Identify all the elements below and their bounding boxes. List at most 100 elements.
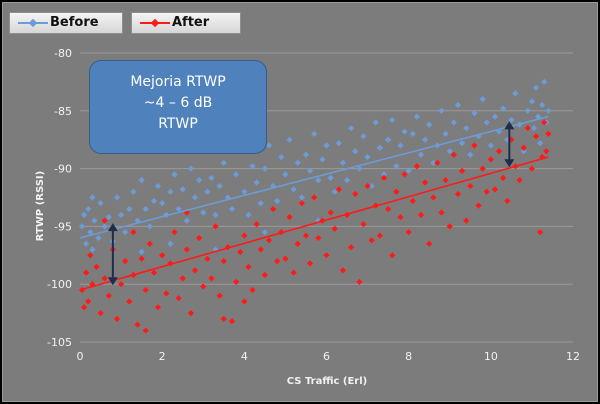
before-point — [245, 211, 252, 218]
after-point — [454, 190, 462, 198]
before-point — [253, 179, 260, 186]
before-point — [159, 200, 166, 207]
after-point — [405, 229, 412, 236]
before-point — [450, 119, 457, 126]
y-tick-labels: -80 -85 -90 -95 -100 -105 — [47, 47, 72, 349]
before-point — [91, 217, 98, 224]
before-point — [204, 188, 211, 195]
before-point — [95, 234, 102, 242]
after-point — [154, 304, 162, 311]
before-point — [117, 211, 125, 218]
after-point — [150, 269, 158, 276]
before-point — [274, 197, 281, 205]
before-point — [537, 140, 544, 147]
y-tick-label: -100 — [47, 278, 72, 291]
after-point — [274, 257, 281, 265]
after-point — [282, 255, 289, 262]
after-point — [290, 269, 297, 276]
after-point — [376, 232, 384, 239]
before-point — [539, 101, 546, 109]
after-point — [163, 290, 170, 297]
after-point — [516, 177, 523, 184]
before-point — [290, 186, 297, 193]
before-point — [323, 142, 330, 149]
after-point — [101, 217, 108, 224]
after-point — [385, 205, 392, 213]
double-arrow — [107, 223, 118, 286]
before-point — [512, 90, 519, 97]
after-point — [105, 292, 112, 299]
after-point — [241, 298, 248, 305]
after-point — [483, 188, 490, 195]
after-point — [265, 237, 273, 244]
before-point — [421, 136, 429, 143]
after-point — [463, 217, 470, 224]
after-point — [543, 148, 550, 155]
after-point — [537, 229, 544, 236]
before-point — [442, 130, 449, 138]
after-point — [438, 209, 445, 216]
before-point — [352, 148, 359, 155]
before-point — [97, 200, 104, 207]
after-point — [298, 200, 305, 207]
after-point — [528, 165, 536, 172]
after-point — [487, 156, 494, 163]
before-point — [508, 116, 515, 124]
before-point — [89, 194, 96, 201]
before-point — [286, 136, 293, 143]
after-point — [393, 188, 400, 195]
before-point — [179, 186, 186, 193]
legend-after-swatch — [140, 18, 170, 28]
after-point — [142, 286, 149, 294]
before-point — [446, 148, 453, 155]
before-point — [463, 125, 470, 132]
after-point — [450, 151, 457, 158]
after-point — [183, 246, 190, 253]
before-point — [545, 107, 552, 114]
before-point — [327, 174, 334, 181]
y-tick-label: -85 — [54, 105, 72, 118]
before-point — [397, 142, 404, 149]
after-point — [356, 278, 363, 285]
after-point — [339, 267, 347, 274]
before-point — [491, 113, 499, 120]
before-point — [438, 107, 445, 114]
before-point — [191, 194, 199, 201]
before-point — [126, 205, 133, 213]
trend-lines — [79, 115, 549, 291]
y-tick-label: -80 — [54, 47, 72, 60]
before-point — [216, 182, 223, 190]
before-point — [154, 182, 162, 190]
before-point — [138, 248, 145, 255]
after-point — [294, 240, 301, 247]
after-point — [471, 142, 478, 149]
legend-item-before: Before — [9, 12, 123, 34]
after-point — [467, 182, 474, 190]
after-point — [93, 263, 100, 270]
after-point — [364, 182, 371, 190]
before-point — [80, 211, 88, 218]
double-arrow — [504, 121, 515, 168]
after-point — [179, 275, 186, 282]
before-trend-line — [79, 115, 549, 239]
x-tick-labels: 0 2 4 6 8 10 12 — [77, 350, 581, 363]
after-point — [261, 271, 268, 279]
before-point — [430, 159, 437, 166]
after-point — [241, 232, 248, 239]
legend-item-after: After — [131, 12, 241, 34]
before-point — [467, 151, 474, 158]
after-point — [113, 315, 121, 322]
after-point — [335, 186, 342, 193]
after-point — [134, 321, 141, 328]
before-point — [319, 156, 326, 163]
after-point — [245, 263, 252, 270]
after-point — [352, 190, 359, 198]
after-point — [249, 286, 256, 294]
after-point — [196, 234, 203, 242]
before-point — [524, 107, 531, 114]
before-point — [302, 151, 310, 158]
before-point — [150, 197, 158, 205]
after-point — [175, 294, 182, 302]
before-point — [130, 188, 137, 195]
